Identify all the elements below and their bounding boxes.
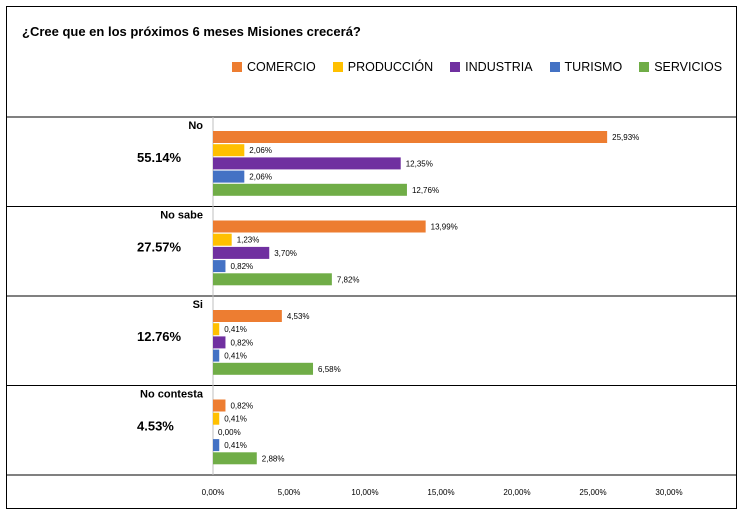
x-tick-label: 10,00% [351,488,378,497]
group-label: Si [193,299,203,311]
legend-swatch-produccion [332,62,343,72]
bar-value-label: 0,82% [230,262,253,271]
group-label: No sabe [160,210,203,222]
bar-value-label: 4,53% [287,312,310,321]
bar-value-label: 0,41% [224,352,247,361]
bar-turismo [213,439,220,452]
legend-item-turismo: TURISMO [549,60,623,74]
group-label: No [188,120,203,132]
bar-producción [213,412,220,425]
bar-value-label: 0,41% [224,325,247,334]
bar-servicios [213,452,257,465]
legend-swatch-comercio [232,62,242,72]
bar-value-label: 12,76% [412,186,439,195]
bar-value-label: 1,23% [237,236,260,245]
bar-turismo [213,260,226,273]
chart-frame [6,6,737,509]
x-tick-label: 25,00% [579,488,606,497]
x-tick-label: 5,00% [278,488,301,497]
x-tick-label: 20,00% [503,488,530,497]
group-total: 27.57% [137,240,182,255]
legend: COMERCIO PRODUCCIÓN INDUSTRIA TURISMO SE… [232,60,722,74]
legend-swatch-servicios [639,62,650,72]
bar-value-label: 2,88% [262,454,285,463]
bar-comercio [213,310,282,322]
legend-swatch-turismo [549,62,560,72]
bar-value-label: 13,99% [431,223,458,232]
legend-label-turismo: TURISMO [564,60,623,74]
x-tick-label: 15,00% [427,488,454,497]
bar-value-label: 0,82% [230,338,253,347]
chart-title: ¿Cree que en los próximos 6 meses Mision… [22,24,361,39]
legend-label-industria: INDUSTRIA [465,60,533,74]
bar-turismo [213,170,245,183]
group-total: 55.14% [137,150,182,165]
x-tick-label: 0,00% [202,488,225,497]
bar-industria [213,336,226,349]
legend-item-produccion: PRODUCCIÓN [332,60,434,74]
bar-value-label: 3,70% [274,249,297,258]
bar-value-label: 0,41% [224,415,247,424]
bar-producción [213,144,245,157]
legend-label-servicios: SERVICIOS [654,60,723,74]
bar-producción [213,323,220,336]
bar-value-label: 0,41% [224,441,247,450]
legend-item-industria: INDUSTRIA [450,60,533,74]
legend-item-comercio: COMERCIO [232,60,316,74]
bar-value-label: 7,82% [337,275,360,284]
x-tick-label: 30,00% [655,488,682,497]
bar-servicios [213,273,332,286]
group-total: 12.76% [137,329,182,344]
bar-industria [213,157,401,170]
bar-turismo [213,349,220,362]
bar-industria [213,246,270,259]
bar-value-label: 2,06% [249,146,272,155]
bar-servicios [213,183,407,196]
legend-label-comercio: COMERCIO [247,60,316,74]
legend-label-produccion: PRODUCCIÓN [347,60,434,74]
bar-comercio [213,131,608,143]
bar-producción [213,233,232,246]
bar-value-label: 6,58% [318,365,341,374]
bar-comercio [213,399,226,412]
bar-comercio [213,220,426,233]
bar-value-label: 25,93% [612,133,639,142]
bar-value-label: 0,82% [230,402,253,411]
bar-value-label: 12,35% [406,159,433,168]
group-total: 4.53% [137,419,174,434]
bar-value-label: 2,06% [249,173,272,182]
bar-value-label: 0,00% [218,428,241,437]
legend-item-servicios: SERVICIOS [639,60,722,74]
bar-servicios [213,362,314,375]
legend-swatch-industria [450,62,461,72]
group-label: No contesta [140,389,204,401]
